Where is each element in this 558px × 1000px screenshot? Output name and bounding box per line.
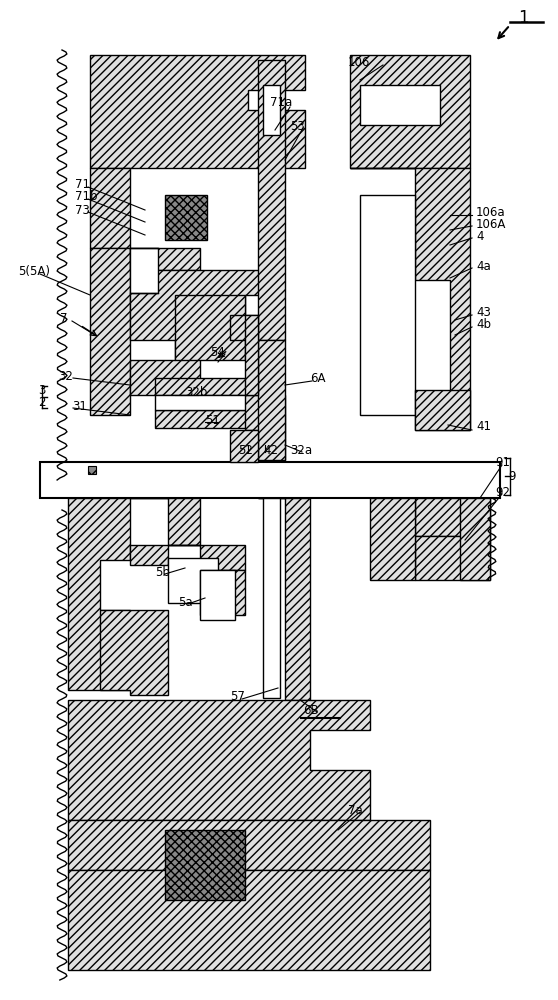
Text: 7: 7 [60, 312, 68, 324]
Text: 6B: 6B [303, 704, 319, 716]
Bar [165, 830, 245, 900]
Text: 4a: 4a [476, 259, 490, 272]
Bar [165, 195, 207, 240]
Text: 32a: 32a [290, 444, 312, 456]
Polygon shape [415, 390, 470, 430]
Polygon shape [370, 498, 415, 580]
Text: 1: 1 [518, 9, 528, 27]
Polygon shape [68, 870, 430, 970]
Text: 41: 41 [476, 420, 491, 434]
Bar [130, 248, 158, 293]
Polygon shape [155, 410, 258, 428]
Text: 106A: 106A [476, 218, 506, 231]
Text: 92: 92 [495, 486, 510, 498]
Bar [360, 195, 415, 415]
Text: 6A: 6A [310, 371, 325, 384]
Text: 31: 31 [72, 399, 87, 412]
Text: 5a: 5a [178, 595, 193, 608]
Text: 51: 51 [205, 414, 220, 426]
Text: 5(5A): 5(5A) [18, 265, 50, 278]
Polygon shape [90, 168, 130, 248]
Text: 71a: 71a [270, 97, 292, 109]
Polygon shape [130, 498, 200, 545]
Text: 4: 4 [476, 230, 483, 242]
Bar [360, 85, 440, 125]
Polygon shape [415, 536, 490, 580]
Bar [168, 558, 218, 603]
Text: 43: 43 [476, 306, 491, 318]
Text: 106: 106 [348, 55, 371, 68]
Bar [88, 524, 96, 532]
Polygon shape [370, 498, 490, 536]
Polygon shape [155, 378, 258, 395]
Polygon shape [68, 498, 130, 690]
Text: 4b: 4b [476, 318, 491, 332]
Polygon shape [258, 340, 285, 460]
Polygon shape [230, 430, 258, 462]
Polygon shape [258, 60, 285, 340]
Polygon shape [90, 248, 145, 415]
Polygon shape [68, 820, 430, 870]
Text: 9: 9 [508, 471, 516, 484]
Polygon shape [175, 295, 245, 360]
Polygon shape [90, 55, 305, 168]
Text: 7a: 7a [348, 804, 363, 816]
Polygon shape [40, 462, 500, 498]
Text: 71: 71 [75, 178, 90, 192]
Bar [200, 570, 235, 620]
Bar [88, 466, 96, 474]
Text: 5b: 5b [155, 566, 170, 578]
Text: 106a: 106a [476, 206, 506, 219]
Polygon shape [245, 395, 285, 460]
Polygon shape [68, 700, 370, 820]
Text: 52: 52 [238, 444, 253, 456]
Text: 3: 3 [38, 383, 45, 396]
Polygon shape [258, 498, 310, 700]
Polygon shape [130, 248, 200, 270]
Polygon shape [200, 570, 245, 615]
Polygon shape [100, 610, 168, 695]
Bar [263, 498, 280, 698]
Text: 71b: 71b [75, 190, 98, 204]
Polygon shape [350, 55, 470, 168]
Text: 53: 53 [290, 119, 305, 132]
Text: 73: 73 [75, 204, 90, 217]
Polygon shape [460, 498, 490, 580]
Polygon shape [130, 545, 168, 565]
Text: 54: 54 [210, 346, 225, 359]
Text: 32: 32 [58, 369, 73, 382]
Polygon shape [350, 168, 470, 430]
Text: 91: 91 [495, 456, 510, 468]
Bar [263, 85, 280, 135]
Polygon shape [130, 270, 260, 395]
Text: 32b: 32b [185, 386, 208, 399]
Text: 2: 2 [38, 396, 46, 410]
Polygon shape [245, 315, 258, 395]
Text: 42: 42 [263, 444, 278, 456]
Polygon shape [155, 395, 258, 410]
Text: 57: 57 [230, 690, 245, 704]
Polygon shape [168, 545, 245, 570]
